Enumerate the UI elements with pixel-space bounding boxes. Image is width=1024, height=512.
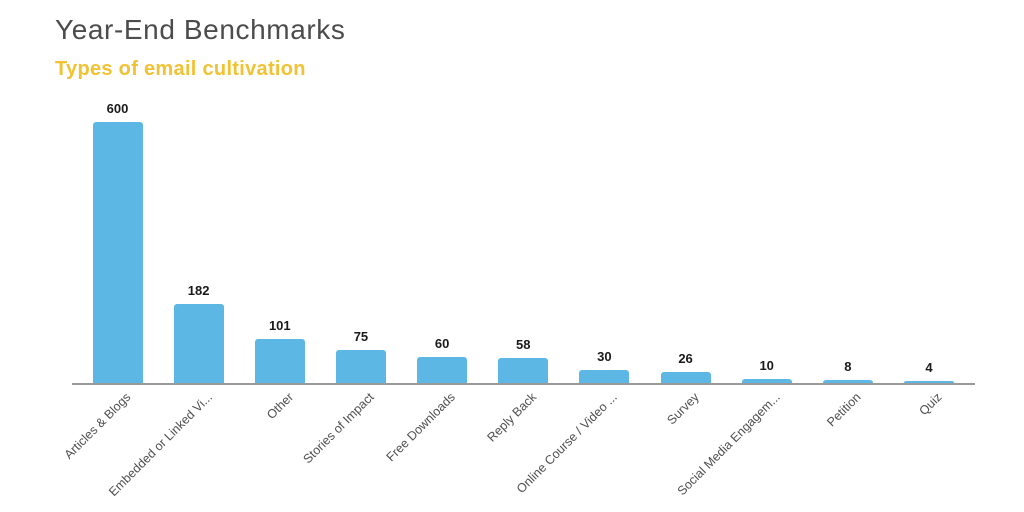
x-axis-category-label: Other xyxy=(263,390,296,423)
bar xyxy=(904,381,954,383)
bar-value-label: 26 xyxy=(678,350,693,366)
bar-value-label: 600 xyxy=(106,101,129,116)
x-axis-category-label: Free Downloads xyxy=(383,390,459,465)
bar xyxy=(335,350,386,383)
bar-value-label: 4 xyxy=(925,360,933,375)
page-title: Year-End Benchmarks xyxy=(55,14,346,45)
bar xyxy=(417,356,468,383)
bar xyxy=(660,371,711,383)
chart-subtitle: Types of email cultivation xyxy=(55,58,306,80)
x-axis-category-label: Reply Back xyxy=(484,390,540,445)
bar xyxy=(92,122,143,383)
bar xyxy=(173,303,224,383)
x-axis-category-label: Petition xyxy=(824,390,864,430)
x-axis-category-label: Survey xyxy=(664,390,702,428)
bar xyxy=(498,357,549,383)
x-axis-line xyxy=(72,383,975,385)
bar-value-label: 60 xyxy=(434,335,450,351)
x-axis-category-label: Quiz xyxy=(916,390,945,419)
bar-value-label: 182 xyxy=(187,282,210,298)
x-axis-category-label: Articles & Blogs xyxy=(61,390,134,462)
bar-value-label: 101 xyxy=(268,318,291,334)
bar-value-label: 58 xyxy=(516,336,531,352)
x-axis-category-label: Stories of Impact xyxy=(300,390,377,467)
bar xyxy=(254,339,305,383)
bar xyxy=(579,369,630,383)
bar xyxy=(741,378,792,383)
bar-value-label: 10 xyxy=(759,357,774,373)
bar xyxy=(822,379,873,383)
bar-value-label: 30 xyxy=(597,348,612,364)
bar-value-label: 75 xyxy=(353,329,369,345)
bar-value-label: 8 xyxy=(844,358,852,374)
